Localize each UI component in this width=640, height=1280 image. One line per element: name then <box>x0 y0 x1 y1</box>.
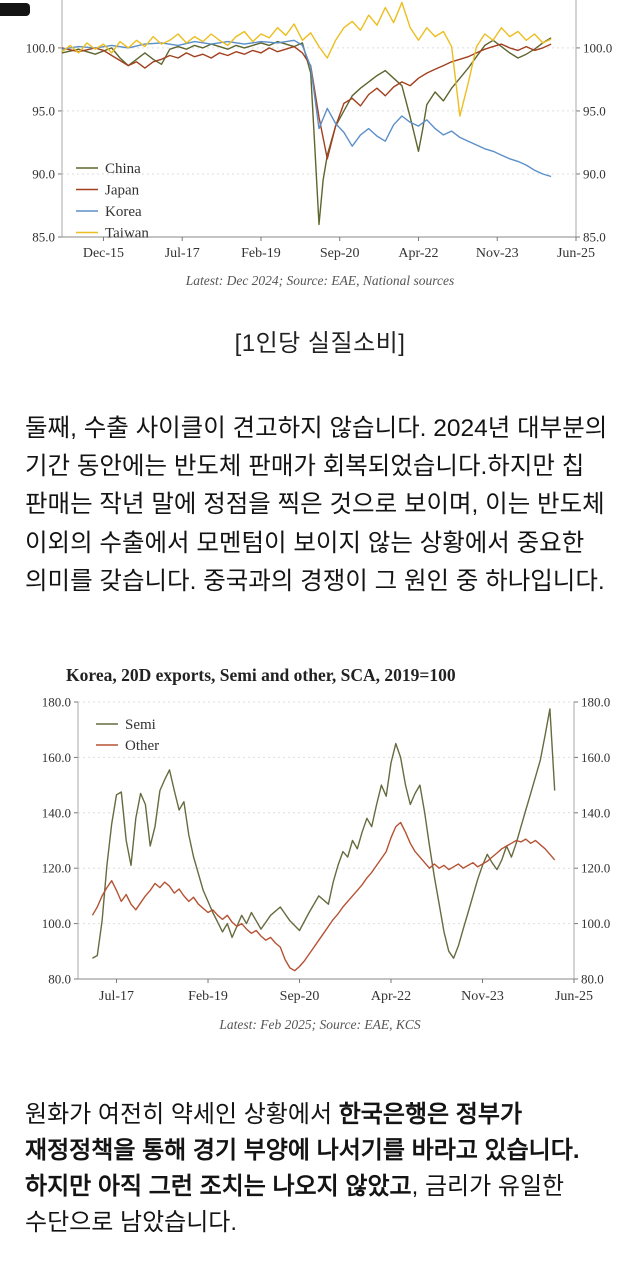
legend-label-japan: Japan <box>105 183 140 199</box>
paragraph-bok-normal-suffix: , 금리가 유일한 수단으로 남았습니다. <box>25 1173 565 1237</box>
x-axis-label: Dec-15 <box>83 246 124 261</box>
chart2-source-caption: Latest: Feb 2025; Source: EAE, KCS <box>219 1017 421 1033</box>
consumption-chart: 85.0 85.0 90.0 90.0 95.0 95.0 100.0 100.0 Dec-15… <box>26 0 612 261</box>
legend-label-taiwan: Taiwan <box>105 226 149 242</box>
y-axis-label-right: 180.0 <box>581 695 610 710</box>
x-axis-label: Jul-17 <box>165 246 200 261</box>
chart2-title: Korea, 20D exports, Semi and other, SCA,… <box>66 665 456 686</box>
paragraph-bok-normal-prefix: 원화가 여전히 약세인 상황에서 <box>25 1101 339 1129</box>
y-axis-label-left: 100.0 <box>26 40 55 55</box>
x-axis-label: Apr-22 <box>398 246 438 261</box>
x-axis-label: Feb-19 <box>188 989 228 1004</box>
y-axis-label-left: 85.0 <box>32 230 55 245</box>
y-axis-label-right: 90.0 <box>583 166 606 181</box>
exports-chart-section: Korea, 20D exports, Semi and other, SCA,… <box>0 665 640 1033</box>
x-axis-label: Jun-25 <box>557 246 595 261</box>
series-line-japan <box>61 43 552 160</box>
y-axis-label-left: 160.0 <box>42 750 71 765</box>
series-line-other <box>91 821 556 972</box>
legend-label-korea: Korea <box>105 204 142 220</box>
y-axis-label-right: 140.0 <box>581 805 610 820</box>
paragraph-bok-bold: 한국은행은 정부가 재정정책을 통해 경기 부양에 나서기를 바라고 있습니다.… <box>25 1101 580 1201</box>
exports-chart: 80.0 80.0 100.0 100.0 120.0 120.0 140.0 140.0 16… <box>42 695 611 1005</box>
x-axis-label: Sep-20 <box>320 246 360 261</box>
series-line-china <box>61 37 552 226</box>
chart1-korean-label: [1인당 실질소비] <box>234 330 406 357</box>
x-axis-label: Jun-25 <box>555 989 593 1004</box>
y-axis-label-left: 95.0 <box>32 103 55 118</box>
paragraph-bok: 원화가 여전히 약세인 상황에서 한국은행은 정부가 재정정책을 통해 경기 부… <box>25 1097 615 1241</box>
y-axis-label-right: 95.0 <box>583 103 606 118</box>
y-axis-label-left: 90.0 <box>32 166 55 181</box>
y-axis-label-right: 100.0 <box>581 916 610 931</box>
y-axis-label-right: 80.0 <box>581 972 604 987</box>
legend-label-semi: Semi <box>125 717 156 733</box>
y-axis-label-left: 140.0 <box>42 805 71 820</box>
cropped-ui-artifact <box>0 3 30 16</box>
y-axis-label-right: 100.0 <box>583 40 612 55</box>
y-axis-label-left: 120.0 <box>42 861 71 876</box>
x-axis-label: Jul-17 <box>99 989 134 1004</box>
chart1-source-caption: Latest: Dec 2024; Source: EAE, National … <box>185 273 455 288</box>
y-axis-label-right: 160.0 <box>581 750 610 765</box>
x-axis-label: Nov-23 <box>476 246 519 261</box>
y-axis-label-left: 80.0 <box>48 972 71 987</box>
y-axis-label-left: 100.0 <box>42 916 71 931</box>
x-axis-label: Sep-20 <box>280 989 320 1004</box>
series-line-taiwan <box>61 1 552 117</box>
series-line-semi <box>92 708 556 959</box>
consumption-chart-section: 85.0 85.0 90.0 90.0 95.0 95.0 100.0 100.0 Dec-15… <box>0 0 640 289</box>
y-axis-label-right: 120.0 <box>581 861 610 876</box>
paragraph-export-cycle: 둘째, 수출 사이클이 견고하지 않습니다. 2024년 대부분의 기간 동안에… <box>25 415 608 595</box>
x-axis-label: Nov-23 <box>461 989 504 1004</box>
y-axis-label-left: 180.0 <box>42 695 71 710</box>
legend-label-china: China <box>105 161 141 177</box>
x-axis-label: Apr-22 <box>371 989 411 1004</box>
y-axis-label-right: 85.0 <box>583 230 606 245</box>
legend-label-other: Other <box>125 738 159 754</box>
x-axis-label: Feb-19 <box>241 246 281 261</box>
